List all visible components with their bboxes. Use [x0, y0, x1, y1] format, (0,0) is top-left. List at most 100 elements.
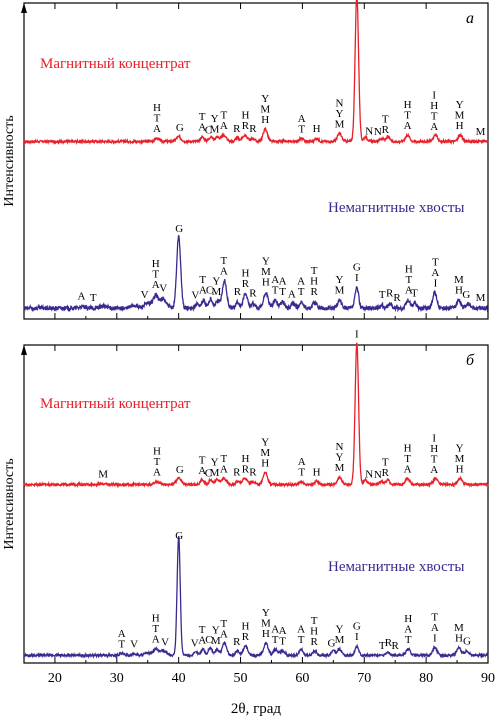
series-name: Немагнитные хвосты	[328, 559, 464, 575]
phase-label: H	[456, 464, 464, 476]
phase-label: T	[272, 284, 279, 296]
phase-label: C	[205, 634, 212, 646]
phase-label: T	[311, 615, 318, 627]
phase-label: T	[379, 640, 386, 652]
phase-label: Y	[212, 275, 220, 287]
phase-label: M	[476, 292, 486, 304]
phase-label: H	[313, 123, 321, 135]
phase-label: A	[297, 275, 305, 287]
phase-label: T	[90, 292, 97, 304]
phase-label: T	[379, 289, 386, 301]
phase-label: H	[262, 628, 270, 640]
phase-label: A	[220, 265, 228, 277]
phase-label: C	[206, 285, 213, 297]
series-line-magnetic	[23, 0, 489, 146]
phase-label: I	[432, 433, 436, 445]
panel-b: б Интенсивность 20 30 40 50 60 70 80 90 2θ, град Ма…	[2, 328, 495, 717]
phase-label: Y	[456, 443, 464, 455]
phase-label: A	[153, 466, 161, 478]
phase-label: Y	[261, 93, 269, 105]
phase-label: T	[279, 286, 286, 298]
phase-label: G	[175, 530, 183, 542]
phase-label: A	[279, 625, 287, 637]
phase-label: M	[335, 118, 345, 130]
phase-label: V	[161, 636, 169, 648]
phase-label: G	[175, 223, 183, 235]
phase-label: I	[432, 89, 436, 101]
phase-label: R	[382, 467, 390, 479]
phase-label: A	[198, 634, 206, 646]
phase-label: A	[199, 285, 207, 297]
phase-label: H	[430, 443, 438, 455]
phase-label: A	[78, 291, 86, 303]
phase-label: H	[261, 114, 269, 126]
phase-label: T	[220, 255, 227, 267]
phase-label: T	[382, 113, 389, 125]
phase-label: R	[386, 288, 394, 300]
phase-label: A	[271, 623, 279, 635]
phase-label: H	[455, 284, 463, 296]
phase-label: H	[313, 466, 321, 478]
phase-label: I	[355, 328, 359, 340]
phase-label: H	[153, 445, 161, 457]
phase-label: R	[242, 631, 250, 643]
phase-label: G	[176, 122, 184, 134]
phase-label: R	[233, 636, 241, 648]
phase-label: H	[404, 613, 412, 625]
phase-label: M	[260, 447, 270, 459]
phase-label: A	[152, 634, 160, 646]
phase-label: T	[199, 111, 206, 123]
phase-label: I	[355, 631, 359, 643]
phase-label: R	[392, 640, 400, 652]
phase-label: M	[335, 284, 345, 296]
phase-label: A	[198, 465, 206, 477]
phase-label: Y	[336, 108, 344, 120]
series-name: Магнитный концентрат	[40, 56, 191, 72]
phase-label: A	[431, 267, 439, 279]
phase-label: I	[355, 272, 359, 284]
phase-label: Y	[336, 623, 344, 635]
phase-label: T	[431, 454, 438, 466]
phase-label: T	[411, 288, 418, 300]
panel-letter: а	[466, 10, 474, 27]
phase-label: M	[454, 274, 464, 286]
phase-label: T	[220, 109, 227, 121]
phase-label: A	[271, 274, 279, 286]
phase-label: R	[233, 123, 241, 135]
y-axis-arrow	[21, 345, 27, 355]
phase-label: H	[242, 453, 250, 465]
phase-label: T	[298, 123, 305, 135]
series-line-nonmagnetic	[23, 235, 489, 313]
phase-label: H	[310, 625, 318, 637]
x-tick-label: 80	[419, 671, 433, 686]
phase-label: R	[242, 120, 250, 132]
phase-label: Y	[261, 436, 269, 448]
phase-label: G	[463, 636, 471, 648]
x-tick-label: 90	[481, 671, 495, 686]
phase-label: T	[154, 113, 161, 125]
phase-label: A	[118, 628, 126, 640]
phase-label: H	[242, 620, 250, 632]
phase-label: T	[311, 265, 318, 277]
x-tick-label: 50	[234, 671, 248, 686]
phase-label: V	[130, 639, 138, 651]
phase-label: T	[199, 274, 206, 286]
phase-label: M	[335, 462, 345, 474]
phase-label: M	[261, 617, 271, 629]
panel-letter: б	[466, 352, 475, 369]
phase-label: T	[118, 639, 125, 651]
series-line-nonmagnetic	[23, 535, 489, 660]
phase-label: A	[404, 463, 412, 475]
phase-label: M	[455, 110, 465, 122]
x-tick-label: 30	[110, 671, 124, 686]
phase-label: T	[199, 624, 206, 636]
phase-label: R	[249, 123, 257, 135]
phase-label: R	[385, 637, 393, 649]
phase-label: T	[431, 110, 438, 122]
phase-label: R	[233, 466, 241, 478]
phase-label: H	[153, 102, 161, 114]
phase-label: H	[242, 268, 250, 280]
phase-label: M	[260, 103, 270, 115]
phase-label: A	[152, 279, 160, 291]
